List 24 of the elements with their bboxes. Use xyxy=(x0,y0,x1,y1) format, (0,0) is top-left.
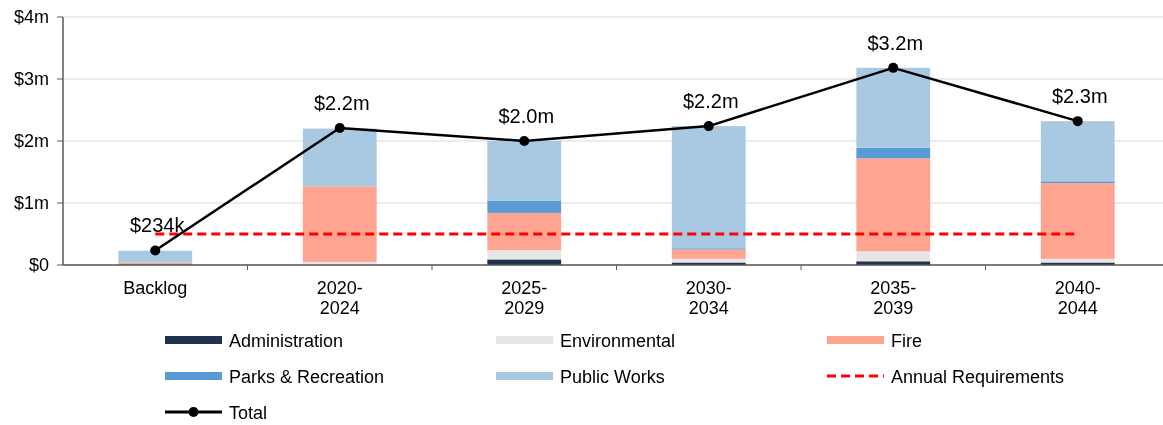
x-tick-label: 2030-2034 xyxy=(685,278,732,318)
legend-label: Public Works xyxy=(560,366,665,387)
legend-label: Total xyxy=(229,402,268,423)
data-label: $2.3m xyxy=(1051,85,1108,108)
x-tick-label: 2020-2024 xyxy=(316,278,363,318)
x-tick-label: 2035-2039 xyxy=(870,278,917,318)
y-tick-label: $1m xyxy=(13,193,49,213)
x-tick-label: Backlog xyxy=(123,278,188,298)
y-tick-label: $0 xyxy=(28,255,49,275)
legend-label: Administration xyxy=(229,330,344,351)
y-tick-label: $4m xyxy=(13,7,49,27)
data-label: $3.2m xyxy=(867,31,924,54)
x-tick-label: 2040-2044 xyxy=(1054,278,1101,318)
legend-label: Annual Requirements xyxy=(891,366,1065,387)
y-tick-label: $3m xyxy=(13,69,49,89)
legend-label: Parks & Recreation xyxy=(229,366,385,387)
x-tick-label: 2025-2029 xyxy=(501,278,548,318)
y-tick-label: $2m xyxy=(13,131,49,151)
data-label: $2.2m xyxy=(682,90,739,113)
data-label: $234k xyxy=(130,214,186,237)
data-label: $2.2m xyxy=(313,91,370,114)
data-label: $2.0m xyxy=(498,105,555,127)
legend-label: Fire xyxy=(891,330,922,351)
legend-label: Environmental xyxy=(560,330,676,351)
